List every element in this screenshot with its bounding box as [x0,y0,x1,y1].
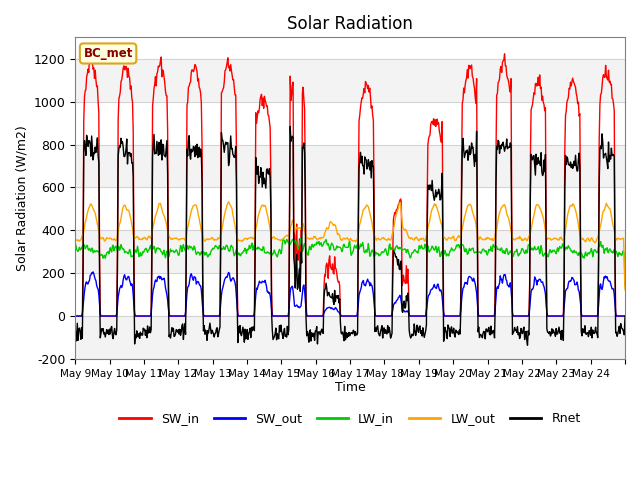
LW_out [225,199,232,204]
LW_out [285,230,293,236]
LW_in [297,235,305,240]
SW_in [438,119,446,124]
SW_in [136,313,144,319]
Line: SW_in: SW_in [75,53,625,316]
Bar [75,230,625,273]
SW_out [71,313,79,319]
LW_in [408,252,415,258]
SW_out [408,313,416,319]
Text: BC_met: BC_met [83,47,132,60]
SW_out [89,269,97,275]
Line: Rnet: Rnet [75,127,625,345]
Rnet [438,170,446,176]
LW_in [136,253,143,259]
Rnet [237,331,244,337]
LW_out [136,236,143,242]
LW_in [621,283,629,288]
Rnet [71,324,79,330]
X-axis label: Time: Time [335,382,365,395]
Title: Solar Radiation: Solar Radiation [287,15,413,33]
Line: LW_out: LW_out [75,202,625,290]
SW_out [265,290,273,296]
Bar [75,316,625,359]
Rnet [524,342,531,348]
SW_in [408,313,415,319]
SW_in [237,313,245,319]
LW_in [264,249,272,255]
Y-axis label: Solar Radiation (W/m2): Solar Radiation (W/m2) [15,125,28,271]
LW_in [285,241,292,247]
SW_out [285,298,293,304]
SW_in [88,50,95,56]
LW_out [237,239,245,244]
SW_out [237,313,245,319]
SW_in [621,313,629,319]
SW_in [71,313,79,319]
SW_in [265,113,273,119]
Line: LW_in: LW_in [75,238,625,286]
Rnet [286,124,294,130]
Legend: SW_in, SW_out, LW_in, LW_out, Rnet: SW_in, SW_out, LW_in, LW_out, Rnet [115,407,586,430]
SW_out [621,313,629,319]
LW_out [71,238,79,244]
LW_in [438,249,446,255]
LW_in [237,253,244,259]
LW_out [408,235,415,240]
Rnet [136,336,143,341]
Bar [75,59,625,102]
LW_out [438,225,446,231]
SW_out [439,302,447,308]
LW_out [621,287,629,293]
LW_in [71,240,79,246]
Rnet [621,313,629,319]
Line: SW_out: SW_out [75,272,625,316]
Rnet [408,334,415,339]
Rnet [285,327,292,333]
SW_out [136,313,144,319]
Rnet [264,170,272,176]
SW_in [285,205,293,211]
LW_out [265,219,273,225]
Bar [75,144,625,187]
SW_out [406,313,414,319]
